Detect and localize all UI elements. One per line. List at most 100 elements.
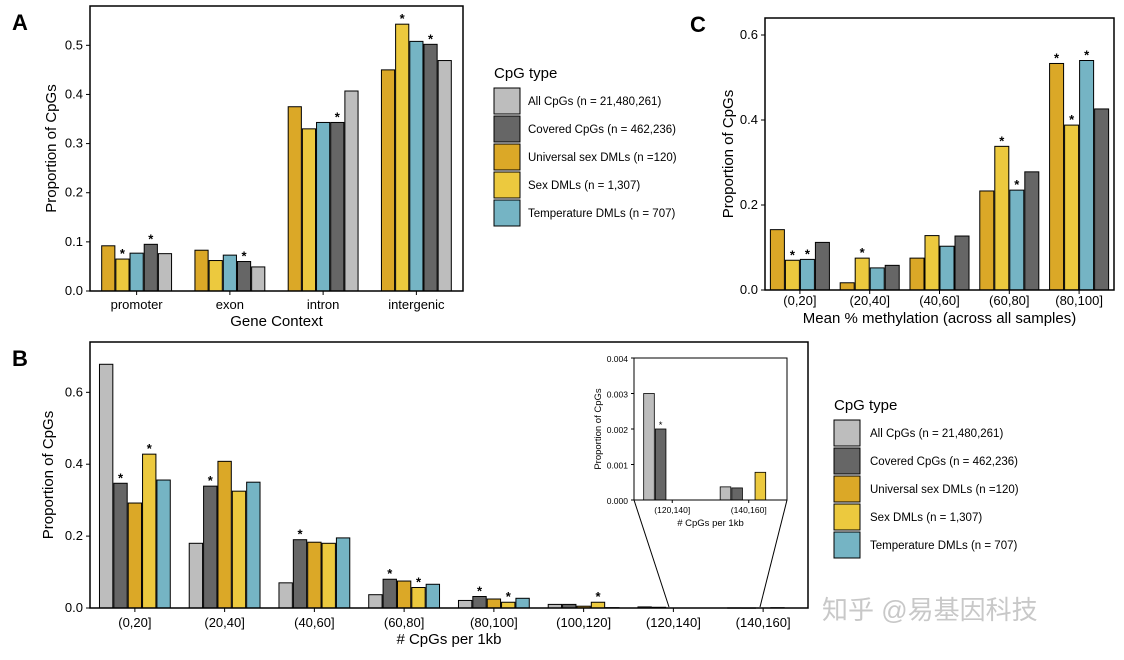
- bar-a-all: [438, 61, 451, 291]
- bar-a-covered: [144, 244, 157, 291]
- legend-label-covered: Covered CpGs (n = 462,236): [870, 456, 1018, 468]
- bar-b-sex: [143, 454, 156, 608]
- bar-b-all: [99, 364, 112, 608]
- bar-c-sex: [1065, 125, 1079, 290]
- bar-b-universal: [308, 542, 321, 608]
- x-tick-label: intron: [307, 297, 340, 312]
- bar-c-covered: [815, 242, 829, 290]
- x-tick-label: intergenic: [388, 297, 445, 312]
- bar-b-covered: [114, 483, 127, 608]
- bar-a-sex: [116, 259, 129, 291]
- bar-a-sex: [396, 24, 409, 291]
- x-axis-label: Gene Context: [230, 313, 323, 330]
- bar-c-sex: [925, 236, 939, 290]
- y-tick-label: 0.004: [607, 354, 629, 364]
- y-tick-label: 0.4: [65, 86, 83, 101]
- bar-c-covered: [955, 236, 969, 290]
- y-axis-label: Proportion of CpGs: [720, 90, 737, 218]
- panel-letter-c: C: [690, 12, 706, 37]
- panel-letter-b: B: [12, 346, 28, 371]
- bar-b-all: [189, 543, 202, 608]
- bar-b-universal: [397, 581, 410, 608]
- legend-swatch-temp: [834, 532, 860, 558]
- bar-a-covered: [237, 262, 250, 291]
- legend-label-sex: Sex DMLs (n = 1,307): [870, 512, 982, 524]
- legend-label-sex: Sex DMLs (n = 1,307): [528, 180, 640, 192]
- x-tick-label: (80,100]: [470, 615, 518, 630]
- x-tick-label: (0,20]: [118, 615, 151, 630]
- bar-b-universal: [128, 503, 141, 608]
- x-tick-label: (40,60]: [294, 615, 334, 630]
- bar-c-sex: [785, 260, 799, 290]
- legend-swatch-all: [834, 420, 860, 446]
- bar-a-universal: [102, 246, 115, 291]
- x-axis-label: # CpGs per 1kb: [677, 518, 744, 529]
- x-tick-label: (40,60]: [919, 293, 959, 308]
- bar-a-covered: [424, 44, 437, 291]
- bar-a-universal: [195, 250, 208, 291]
- y-tick-label: 0.002: [607, 425, 629, 435]
- bar-a-temp: [223, 255, 236, 291]
- y-tick-label: 0.6: [740, 27, 758, 42]
- bar-a-universal: [288, 107, 301, 291]
- legend-label-universal: Universal sex DMLs (n =120): [870, 484, 1019, 496]
- bar-c-temp: [1080, 61, 1094, 291]
- y-tick-label: 0.4: [740, 112, 758, 127]
- x-tick-label: (120,140]: [646, 615, 701, 630]
- y-axis-label: Proportion of CpGs: [593, 388, 604, 470]
- bar-b-inset-covered: [655, 429, 666, 500]
- legend-swatch-temp: [494, 200, 520, 226]
- bar-b-sex: [322, 543, 335, 608]
- panel-letter-a: A: [12, 10, 28, 35]
- bar-c-temp: [1010, 190, 1024, 290]
- legend-label-temp: Temperature DMLs (n = 707): [528, 208, 675, 220]
- y-tick-label: 0.003: [607, 390, 629, 400]
- y-tick-label: 0.1: [65, 234, 83, 249]
- legend-label-covered: Covered CpGs (n = 462,236): [528, 124, 676, 136]
- watermark-text: 知乎 @易基因科技: [822, 595, 1038, 625]
- x-axis-label: # CpGs per 1kb: [396, 631, 501, 648]
- x-tick-label: promoter: [111, 297, 164, 312]
- legend-swatch-covered: [494, 116, 520, 142]
- y-tick-label: 0.4: [65, 456, 83, 471]
- bar-b-temp: [426, 584, 439, 608]
- legend-label-universal: Universal sex DMLs (n =120): [528, 152, 677, 164]
- x-tick-label: (120,140]: [654, 505, 690, 515]
- bar-b-inset-sex: [755, 472, 766, 500]
- x-tick-label: (100,120]: [556, 615, 611, 630]
- y-tick-label: 0.2: [65, 185, 83, 200]
- legend-label-all: All CpGs (n = 21,480,261): [528, 96, 661, 108]
- y-tick-label: 0.2: [65, 528, 83, 543]
- x-tick-label: (20,40]: [204, 615, 244, 630]
- bar-c-sex: [855, 258, 869, 290]
- x-tick-label: (140,160]: [731, 505, 767, 515]
- legend-label-temp: Temperature DMLs (n = 707): [870, 540, 1017, 552]
- bar-a-all: [158, 254, 171, 291]
- bar-c-universal: [1050, 63, 1064, 290]
- bar-a-universal: [381, 70, 394, 291]
- y-axis-label: Proportion of CpGs: [43, 84, 60, 212]
- x-axis-label: Mean % methylation (across all samples): [803, 310, 1076, 327]
- bar-c-universal: [980, 191, 994, 290]
- bar-c-covered: [1025, 172, 1039, 290]
- y-tick-label: 0.6: [65, 384, 83, 399]
- bar-c-universal: [770, 230, 784, 290]
- bar-a-all: [252, 267, 265, 291]
- bar-b-temp: [247, 482, 260, 608]
- x-tick-label: (60,80]: [989, 293, 1029, 308]
- legend-swatch-universal: [834, 476, 860, 502]
- bar-b-covered: [293, 540, 306, 608]
- bar-c-temp: [940, 246, 954, 290]
- bar-b-sex: [412, 588, 425, 608]
- y-tick-label: 0.0: [740, 282, 758, 297]
- bar-c-covered: [1095, 109, 1109, 290]
- bar-b-temp: [516, 598, 529, 608]
- y-tick-label: 0.0: [65, 283, 83, 298]
- y-tick-label: 0.000: [607, 496, 629, 506]
- bar-c-sex: [995, 146, 1009, 290]
- bar-b-all: [369, 595, 382, 608]
- bar-c-covered: [885, 265, 899, 290]
- bar-a-temp: [130, 253, 143, 291]
- bar-c-temp: [800, 259, 814, 290]
